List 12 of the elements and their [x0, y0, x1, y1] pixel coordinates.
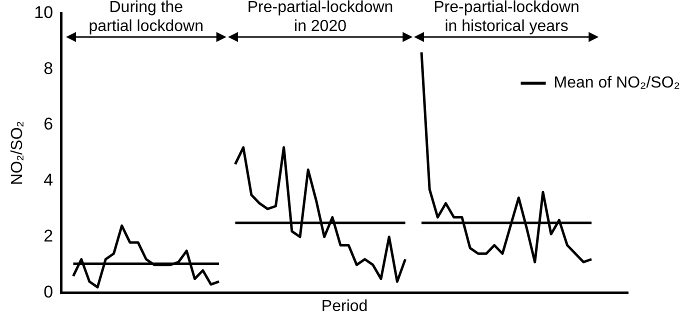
y-axis-title: NO₂/SO₂ — [9, 121, 26, 185]
x-axis-title: Period — [321, 298, 368, 315]
y-tick-label: 2 — [44, 226, 54, 246]
y-tick-label: 0 — [44, 282, 54, 302]
annotation: Pre-partial-lockdown in historical years — [434, 0, 580, 36]
y-tick-label: 10 — [34, 2, 54, 22]
annotation: During the partial lockdown — [88, 0, 204, 36]
y-tick-label: 4 — [44, 170, 54, 190]
annotation: Pre-partial-lockdown in 2020 — [247, 0, 394, 36]
y-tick-label: 8 — [44, 58, 54, 78]
legend-label: Mean of NO₂/SO₂ — [554, 74, 680, 92]
y-tick-label: 6 — [44, 114, 54, 134]
